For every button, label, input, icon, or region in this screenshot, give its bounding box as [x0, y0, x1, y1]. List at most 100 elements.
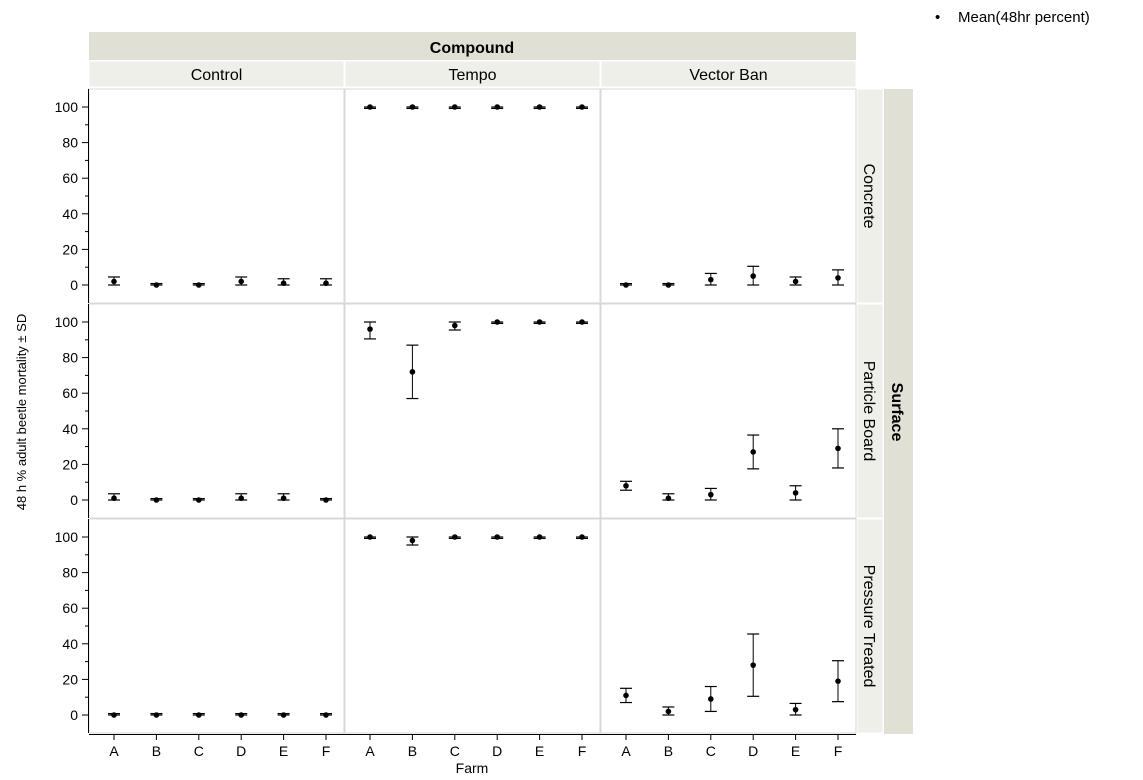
panel-background: [600, 303, 857, 519]
legend-label: Mean(48hr percent): [958, 9, 1090, 26]
mean-point: [835, 445, 841, 452]
mean-point: [153, 282, 160, 288]
mean-point: [708, 696, 714, 702]
panel-background: [344, 303, 601, 519]
x-tick-label: A: [365, 743, 375, 759]
x-tick-label: C: [706, 743, 716, 759]
mean-point: [238, 712, 244, 718]
mean-point: [409, 537, 416, 544]
y-tick-label: 20: [62, 671, 78, 687]
mean-point: [623, 482, 629, 489]
mean-point: [196, 712, 202, 718]
panel-background: [88, 88, 345, 304]
y-tick-label: 60: [62, 600, 78, 616]
mean-point: [536, 534, 543, 540]
column-header-band: [88, 60, 345, 88]
mean-point: [792, 490, 799, 496]
y-tick-label: 60: [62, 170, 78, 186]
mean-point: [494, 104, 501, 110]
y-axis-label: 48 h % adult beetle mortality ± SD: [14, 314, 29, 510]
column-header-label: Control: [191, 67, 243, 84]
mean-point: [280, 495, 287, 502]
x-tick-label: D: [748, 743, 758, 759]
x-tick-label: C: [194, 743, 204, 759]
mean-point: [835, 678, 841, 684]
x-tick-label: A: [109, 743, 119, 759]
row-header-label: Concrete: [860, 164, 877, 229]
x-axis-label: Farm: [456, 760, 489, 776]
y-tick-label: 40: [62, 636, 78, 652]
panel-background: [344, 518, 601, 734]
y-tick-label: 100: [55, 314, 79, 330]
x-tick-label: B: [152, 743, 161, 759]
mean-point: [750, 662, 756, 668]
mean-point: [323, 712, 329, 718]
mean-point: [323, 280, 329, 287]
mean-point: [579, 104, 585, 110]
y-tick-label: 0: [70, 492, 78, 508]
x-tick-label: F: [834, 743, 843, 759]
chart-panels: Control Tempo Vector Ban Concrete Particle B…: [55, 60, 884, 759]
mean-point: [238, 495, 244, 502]
mean-point: [238, 278, 244, 285]
y-tick-label: 80: [62, 135, 78, 151]
mean-point: [409, 369, 416, 375]
legend-marker: •: [935, 9, 940, 26]
row-header-band: [856, 303, 884, 519]
mean-point: [494, 534, 501, 540]
mean-point: [708, 491, 714, 498]
mean-point: [196, 282, 202, 288]
y-tick-label: 100: [55, 529, 79, 545]
row-header-label: Pressure Treated: [860, 565, 877, 688]
mean-point: [665, 282, 672, 288]
row-header-band: [856, 518, 884, 734]
mean-point: [153, 497, 160, 503]
column-group-label: Compound: [430, 40, 514, 57]
y-tick-label: 0: [70, 707, 78, 723]
mean-point: [708, 276, 714, 283]
x-tick-label: A: [621, 743, 631, 759]
mean-point: [367, 104, 373, 110]
panel-background: [600, 88, 857, 304]
y-tick-label: 40: [62, 206, 78, 222]
column-group-header-band: [89, 32, 856, 60]
y-tick-label: 20: [62, 241, 78, 257]
x-tick-label: F: [578, 743, 587, 759]
mean-point: [153, 712, 160, 718]
mean-point: [579, 534, 585, 540]
x-tick-label: E: [535, 743, 544, 759]
x-tick-label: D: [236, 743, 246, 759]
panel-background: [344, 88, 601, 304]
mean-point: [835, 275, 841, 281]
mean-point: [280, 712, 287, 718]
mean-point: [579, 319, 585, 325]
mean-point: [409, 104, 416, 110]
mean-point: [536, 319, 543, 325]
mean-point: [750, 273, 756, 279]
y-tick-label: 20: [62, 456, 78, 472]
mean-point: [367, 326, 373, 332]
y-tick-label: 60: [62, 385, 78, 401]
mean-point: [665, 495, 672, 502]
y-tick-label: 0: [70, 277, 78, 293]
y-tick-label: 100: [55, 99, 79, 115]
x-tick-label: D: [492, 743, 502, 759]
mean-point: [494, 319, 501, 325]
mean-point: [452, 104, 458, 110]
panel-background: [600, 518, 857, 734]
x-tick-label: B: [664, 743, 673, 759]
y-tick-label: 80: [62, 350, 78, 366]
mean-point: [623, 282, 629, 288]
panel-background: [88, 518, 345, 734]
mean-point: [367, 534, 373, 540]
mean-point: [792, 706, 799, 713]
mean-point: [323, 497, 329, 503]
row-header-band: [856, 88, 884, 304]
mean-point: [623, 692, 629, 699]
x-tick-label: F: [322, 743, 331, 759]
mean-point: [536, 104, 543, 110]
x-tick-label: E: [791, 743, 800, 759]
row-header-label: Particle Board: [860, 361, 877, 462]
mean-point: [111, 495, 117, 502]
column-header-label: Tempo: [448, 67, 496, 84]
